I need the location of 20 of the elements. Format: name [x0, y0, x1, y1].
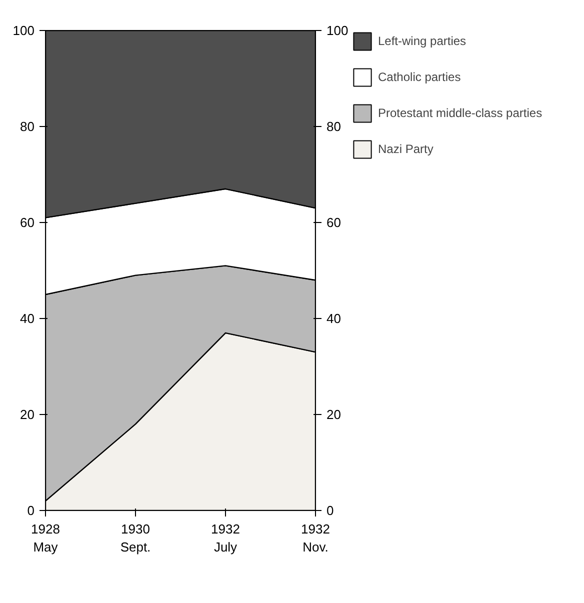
y-tick-label: 20 — [20, 407, 35, 422]
x-tick-label: 1930 Sept. — [120, 522, 151, 554]
legend-label: Left-wing parties — [378, 34, 466, 48]
legend-label: Catholic parties — [378, 70, 461, 84]
y2-tick-label: 20 — [326, 407, 341, 422]
y2-tick-label: 60 — [326, 215, 341, 230]
x-tick-label: 1928 May — [31, 522, 60, 554]
y2-tick-label: 100 — [326, 23, 348, 38]
y-tick-label: 0 — [27, 503, 35, 518]
y-tick-label: 40 — [20, 311, 35, 326]
y2-tick-label: 0 — [326, 503, 334, 518]
y-tick-label: 60 — [20, 215, 35, 230]
legend-label: Nazi Party — [378, 142, 434, 156]
legend-label: Protestant middle-class parties — [378, 106, 542, 120]
x-tick-label: 1932 July — [211, 522, 240, 554]
y2-tick-label: 80 — [326, 119, 341, 134]
x-tick-label: 1932 Nov. — [301, 522, 330, 554]
y2-tick-label: 40 — [326, 311, 341, 326]
y-tick-label: 100 — [12, 23, 35, 38]
y-tick-label: 80 — [20, 119, 35, 134]
